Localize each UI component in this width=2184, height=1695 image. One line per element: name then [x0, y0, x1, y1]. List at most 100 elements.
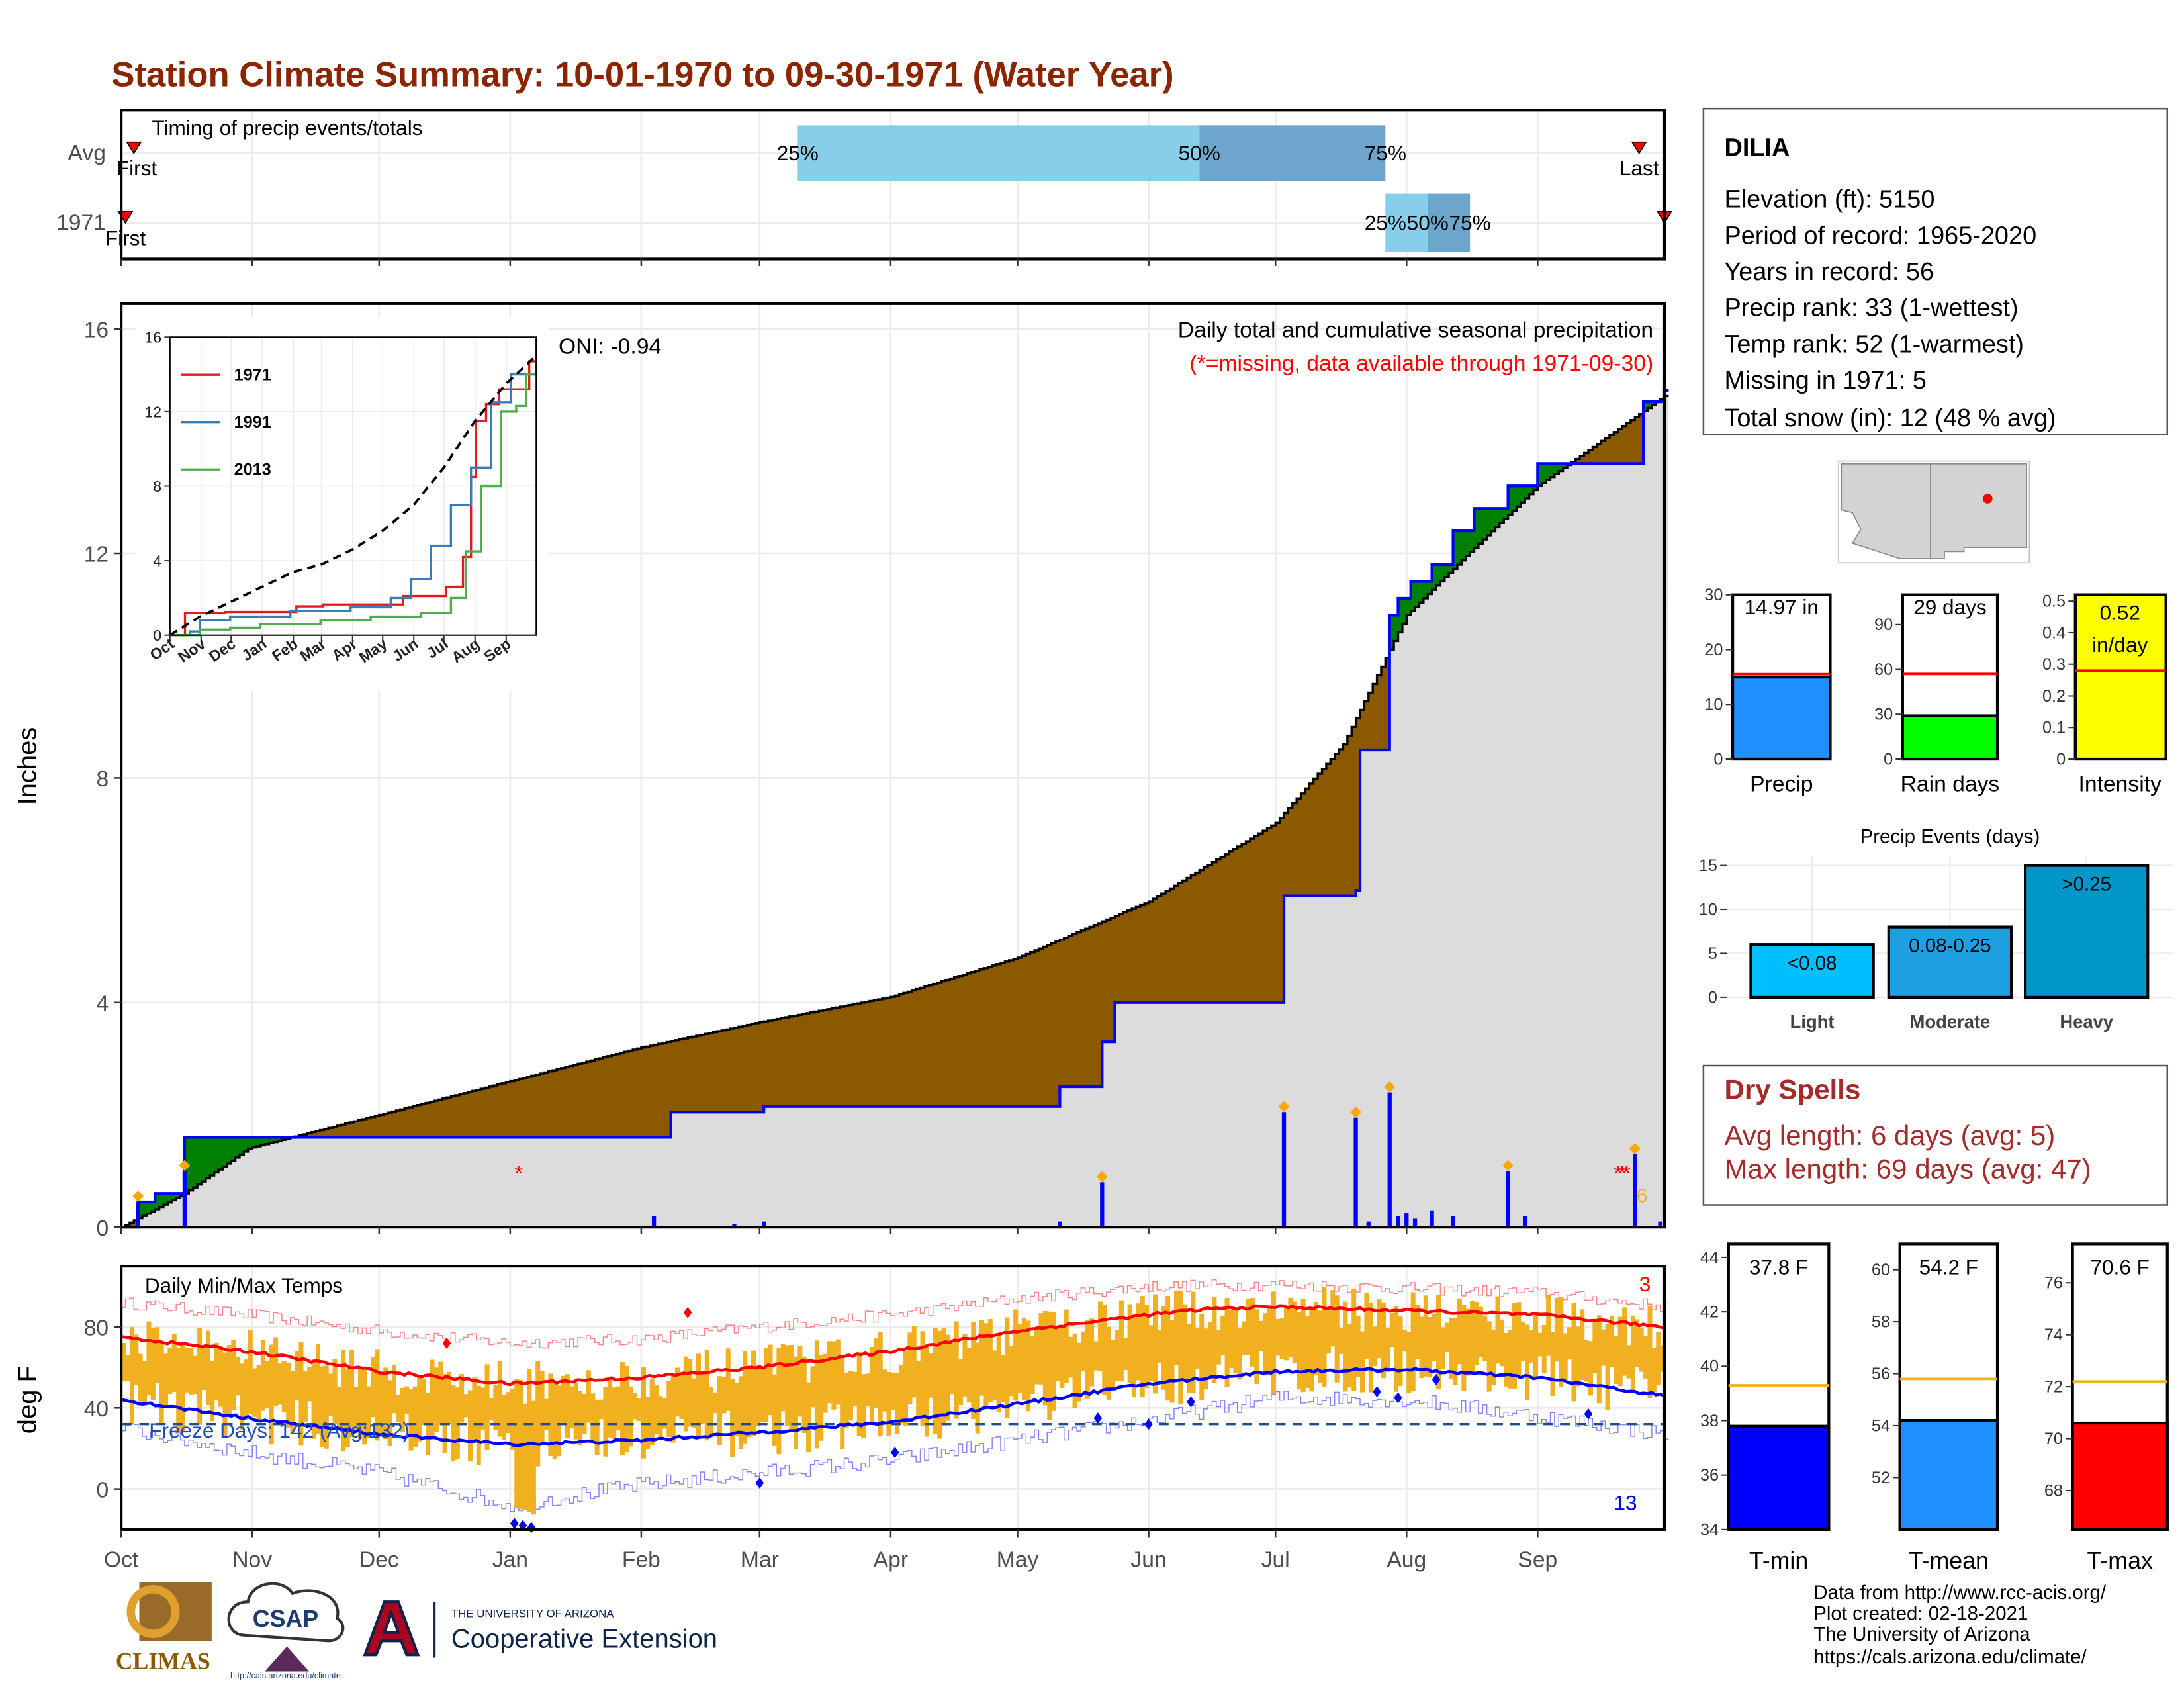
deficit-area-day-233: [1106, 919, 1111, 1042]
daily-precip-bar-15: [1451, 1216, 1455, 1228]
deficit-area-day-344: [1575, 459, 1580, 464]
daily-temp-bar-45: [311, 1359, 316, 1439]
daily-temp-bar-175: [861, 1374, 866, 1438]
deficit-area-day-357: [1630, 420, 1635, 464]
surplus-area-day-319: [1470, 531, 1475, 552]
daily-precip-marker-1: [179, 1160, 191, 1171]
daily-temp-bar-6: [146, 1321, 152, 1395]
deficit-area-day-99: [539, 1074, 545, 1138]
surplus-area-day-32: [256, 1137, 261, 1147]
daily-temp-bar-278: [1297, 1312, 1302, 1390]
daily-temp-bar-301: [1394, 1306, 1399, 1392]
deficit-area-day-66: [400, 1109, 405, 1138]
deficit-area-day-242: [1144, 903, 1150, 1003]
daily-precip-marker-10: [1384, 1081, 1396, 1093]
deficit-area-day-88: [493, 1085, 498, 1138]
daily-temp-bar-216: [1034, 1328, 1040, 1385]
daily-temp-bar-247: [1165, 1296, 1171, 1401]
daily-temp-bar-101: [548, 1373, 553, 1456]
month-label-aug: Aug: [1387, 1548, 1426, 1573]
precip-panel-frame: [119, 302, 1666, 1229]
precip-y-axis-label: Inches: [13, 727, 42, 805]
precip-ytick-label-8: 8: [96, 767, 109, 792]
deficit-area-day-139: [709, 1032, 714, 1113]
daily-temp-bar-270: [1263, 1313, 1268, 1376]
deficit-area-day-354: [1617, 429, 1623, 464]
daily-temp-bar-309: [1428, 1317, 1433, 1378]
timing-bar-50-75-row-0: [1199, 125, 1386, 181]
avg-min-line: [120, 1367, 1665, 1447]
daily-temp-bar-55: [353, 1387, 359, 1433]
daily-temp-bar-116: [612, 1387, 617, 1440]
deficit-area-day-43: [302, 1134, 308, 1138]
daily-temp-bar-12: [171, 1334, 177, 1392]
daily-temp-bar-27: [235, 1357, 240, 1396]
surplus-area-day-315: [1453, 531, 1458, 569]
deficit-area-day-249: [1173, 886, 1179, 1003]
precip-ytick-label-0: 0: [96, 1216, 109, 1241]
daily-precip-bar-13: [1412, 1218, 1418, 1228]
deficit-area-day-100: [543, 1072, 549, 1138]
daily-temp-bar-105: [565, 1374, 570, 1439]
surplus-area-day-305: [1410, 581, 1416, 612]
daily-precip-bar-9: [1366, 1221, 1371, 1228]
surplus-area-day-341: [1563, 463, 1568, 469]
daily-temp-bar-298: [1381, 1302, 1386, 1379]
deficit-area-day-297: [1377, 675, 1382, 750]
daily-temp-bar-109: [582, 1393, 587, 1434]
daily-temp-bar-50: [332, 1359, 338, 1424]
deficit-area-day-154: [772, 1019, 777, 1107]
daily-temp-bar-102: [552, 1380, 557, 1460]
deficit-area-day-52: [341, 1124, 346, 1138]
daily-temp-bar-206: [992, 1350, 997, 1400]
daily-temp-bar-208: [1000, 1354, 1005, 1402]
deficit-area-day-270: [1263, 831, 1268, 1003]
tmin-label: 37.8 F: [1749, 1256, 1808, 1279]
daily-temp-bar-52: [341, 1350, 346, 1452]
surplus-area-day-332: [1525, 486, 1530, 498]
deficit-area-day-273: [1275, 823, 1281, 1003]
deficit-area-day-177: [869, 1001, 874, 1107]
events-ytick-label-15: 15: [1699, 856, 1717, 875]
daily-temp-bar-114: [603, 1386, 608, 1457]
daily-temp-bar-359: [1639, 1327, 1644, 1372]
deficit-area-day-266: [1246, 841, 1251, 1003]
daily-temp-bar-225: [1072, 1333, 1077, 1408]
record-low-marker-8: [1373, 1386, 1381, 1398]
tmin-bar: [1727, 1424, 1831, 1531]
daily-temp-bar-350: [1601, 1329, 1606, 1366]
daily-temp-bar-219: [1047, 1311, 1052, 1420]
deficit-area-day-108: [578, 1064, 583, 1138]
daily-temp-bar-25: [226, 1344, 232, 1415]
deficit-area-day-89: [497, 1084, 502, 1138]
inset-legend-label-1991: 1991: [234, 413, 271, 432]
surplus-area-day-307: [1419, 581, 1424, 603]
daily-precip-bar-16: [1506, 1171, 1510, 1228]
daily-temp-bar-39: [286, 1363, 291, 1428]
daily-temp-bar-346: [1584, 1340, 1589, 1382]
inset-ytick-label-8: 8: [153, 478, 161, 495]
surplus-area-day-308: [1423, 581, 1428, 598]
tmin-ytick-label-38: 38: [1700, 1412, 1719, 1430]
intensity-ytick-label-0.1: 0.1: [2042, 719, 2066, 737]
surplus-area-day-30: [248, 1137, 253, 1149]
deficit-area-day-245: [1157, 896, 1162, 1003]
daily-precip-bar-19: [1658, 1221, 1662, 1228]
deficit-area-day-261: [1224, 854, 1230, 1003]
surplus-area-day-339: [1554, 463, 1559, 475]
deficit-area-day-59: [371, 1117, 376, 1138]
daily-temp-bar-82: [467, 1390, 473, 1461]
surplus-area-day-311: [1436, 565, 1441, 586]
daily-temp-bar-253: [1191, 1291, 1196, 1393]
intensity-ytick-label-0.2: 0.2: [2042, 687, 2066, 706]
tmean-ytick-label-60: 60: [1872, 1261, 1890, 1279]
daily-temp-bar-351: [1605, 1324, 1610, 1410]
daily-temp-bar-319: [1470, 1301, 1475, 1373]
surplus-area-day-24: [222, 1137, 228, 1167]
deficit-area-day-163: [810, 1012, 815, 1107]
deficit-area-day-182: [890, 997, 895, 1107]
month-label-jun: Jun: [1130, 1548, 1166, 1573]
deficit-area-day-128: [662, 1042, 667, 1138]
daily-temp-bar-289: [1343, 1301, 1348, 1392]
footer-line-data: Data from http://www.rcc-acis.org/: [1813, 1582, 2107, 1604]
